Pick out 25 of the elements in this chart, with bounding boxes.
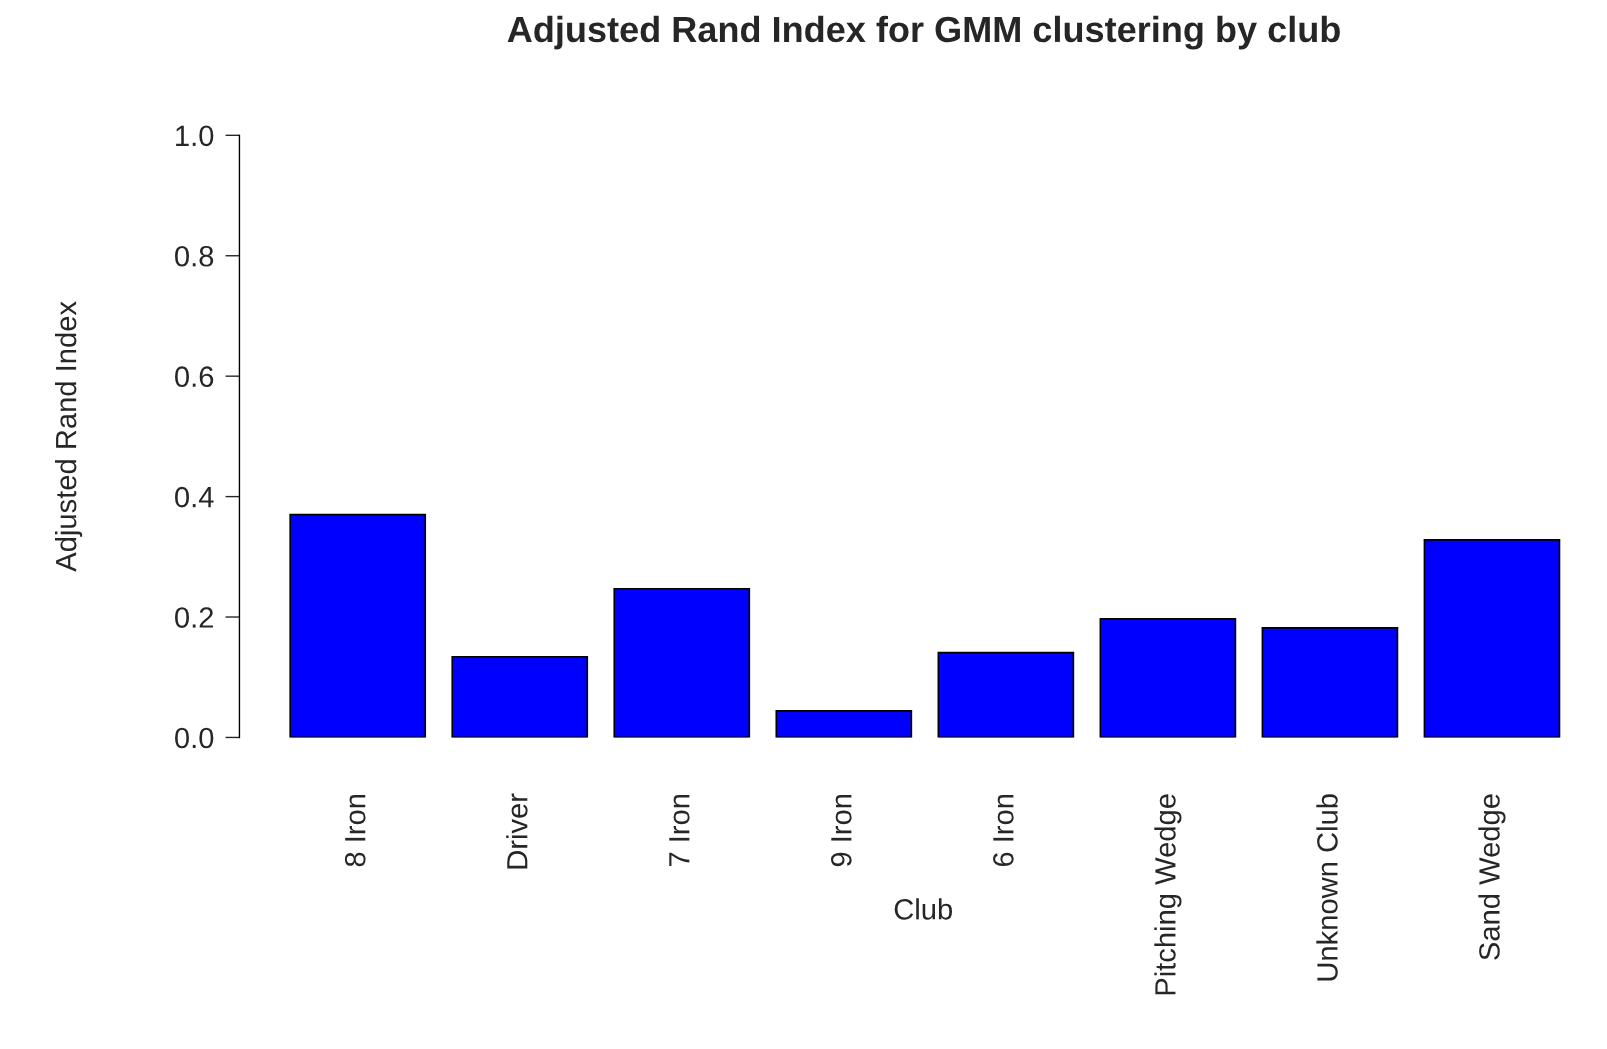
x-tick-label: 8 Iron [344,794,366,867]
x-tick-label: Pitching Wedge [1154,794,1182,995]
x-tick-label: Unknown Club [1316,794,1338,981]
x-tick-label: 9 Iron [831,794,852,867]
bar [613,587,751,738]
x-tick-label: 6 Iron [993,794,1014,867]
y-tick-label: 0.0 [175,727,214,749]
x-tick-label: Driver [506,793,528,869]
y-tick-label: 0.2 [175,607,213,628]
bar [289,513,427,738]
y-tick-label: 1.0 [176,125,214,147]
bar [1261,627,1399,738]
y-tick-label: 0.8 [175,245,214,267]
y-tick-label: 0.4 [175,486,214,508]
y-tick-label: 0.6 [175,366,214,388]
bar [1099,617,1237,738]
bar [775,710,913,738]
bar [1423,539,1561,738]
x-axis-title: Club [894,898,952,920]
bar [937,651,1075,738]
x-tick-label: Sand Wedge [1478,794,1506,960]
y-axis-title: Adjusted Rand Index [54,301,83,572]
x-tick-label: 7 Iron [669,794,690,867]
bar [451,655,589,738]
chart-title: Adjusted Rand Index for GMM clustering by club [507,15,1340,50]
